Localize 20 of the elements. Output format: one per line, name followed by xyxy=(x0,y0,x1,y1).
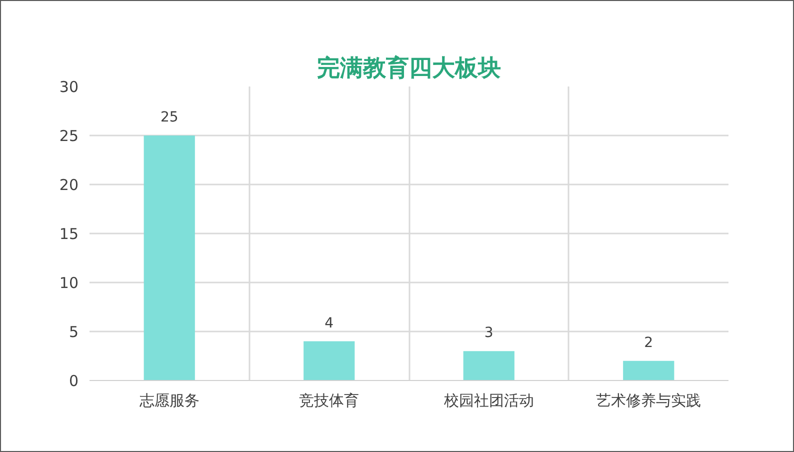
bar xyxy=(304,341,355,380)
data-label: 4 xyxy=(324,315,334,332)
bar xyxy=(144,136,195,380)
x-tick-label: 竞技体育 xyxy=(299,392,360,410)
chart-title: 完满教育四大板块 xyxy=(317,54,501,82)
y-tick-label: 5 xyxy=(68,323,79,341)
bar xyxy=(463,351,514,380)
data-label: 2 xyxy=(644,334,654,351)
x-tick-label: 校园社团活动 xyxy=(442,392,534,410)
y-tick-label: 15 xyxy=(59,225,79,243)
y-tick-label: 10 xyxy=(59,274,79,292)
data-label: 3 xyxy=(484,325,494,342)
x-tick-label: 志愿服务 xyxy=(139,392,200,410)
y-tick-label: 30 xyxy=(59,78,79,96)
data-label: 25 xyxy=(160,110,178,126)
y-tick-label: 20 xyxy=(59,176,79,194)
y-tick-label: 25 xyxy=(59,127,79,145)
x-tick-label: 艺术修养与实践 xyxy=(596,392,702,410)
bar xyxy=(623,360,674,380)
y-tick-label: 0 xyxy=(68,372,79,390)
